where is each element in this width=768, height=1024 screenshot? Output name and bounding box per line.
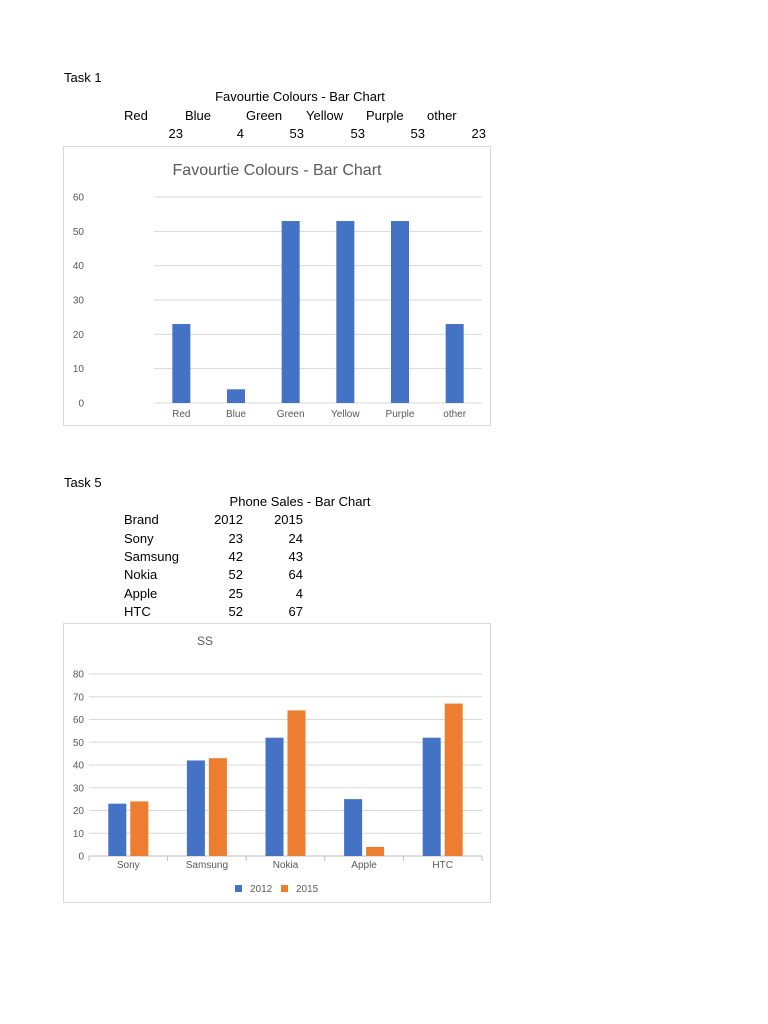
chart2-y-tick-label: 30 <box>73 783 85 794</box>
chart1-y-tick-label: 0 <box>78 399 84 410</box>
task1-header-cell: other <box>427 108 457 123</box>
chart2-bar-2012 <box>422 737 441 856</box>
chart2-bar-2015 <box>208 758 227 856</box>
chart2-bar-2015 <box>444 703 463 856</box>
chart2-y-tick-label: 60 <box>73 715 85 726</box>
task1-header-cell: Green <box>246 108 283 123</box>
task5-value-cell: 4 <box>295 586 303 601</box>
chart2-x-tick-label: Sony <box>117 860 140 871</box>
chart1-y-tick-label: 60 <box>73 193 85 204</box>
task1-header-cell: Blue <box>185 108 212 123</box>
chart2-bar-2012 <box>108 803 127 856</box>
chart2-legend-label: 2012 <box>250 884 273 895</box>
task5-brand-cell: Nokia <box>124 567 158 582</box>
task5-header-2012: 2012 <box>214 512 243 527</box>
chart1-x-tick-label: other <box>443 409 466 420</box>
task5-value-cell: 52 <box>228 604 243 619</box>
chart2-legend-label: 2015 <box>296 884 319 895</box>
task1-header-cell: Red <box>124 108 148 123</box>
chart2-x-tick-label: HTC <box>432 860 453 871</box>
chart1-svg: Favourtie Colours - Bar Chart 0 10 20 30 40 50… <box>73 162 482 420</box>
chart2-y-tick-label: 0 <box>78 852 84 863</box>
chart2-x-tick-label: Samsung <box>186 860 228 871</box>
task5-value-cell: 52 <box>228 567 243 582</box>
chart1-x-tick-label: Red <box>172 409 190 420</box>
chart2-y-tick-label: 50 <box>73 738 85 749</box>
task1-value-cell: 53 <box>350 126 365 141</box>
task5-label: Task 5 <box>64 475 102 490</box>
task5-brand-cell: HTC <box>124 604 151 619</box>
chart2-y-tick-label: 10 <box>73 829 85 840</box>
chart2-legend-swatch <box>281 885 288 892</box>
task5-brand-cell: Samsung <box>124 549 179 564</box>
chart2-bar-2015 <box>366 846 385 856</box>
chart2-title: SS <box>197 634 213 648</box>
task5-value-cell: 24 <box>288 531 303 546</box>
chart1-title: Favourtie Colours - Bar Chart <box>173 162 383 179</box>
chart2-x-tick-label: Nokia <box>273 860 299 871</box>
task5-value-cell: 64 <box>288 567 303 582</box>
chart2-x-tick-label: Apple <box>351 860 377 871</box>
task5-value-cell: 25 <box>228 586 243 601</box>
task1-value-cell: 23 <box>168 126 183 141</box>
task1-header-cell: Purple <box>366 108 404 123</box>
task5-value-cell: 67 <box>288 604 303 619</box>
chart1-bar <box>445 324 464 403</box>
chart1-y-tick-label: 50 <box>73 227 85 238</box>
chart1-x-tick-label: Green <box>277 409 305 420</box>
chart1-bar <box>391 221 409 403</box>
chart2-bar-2012 <box>265 737 284 856</box>
chart1-bar <box>172 324 191 403</box>
chart1-y-tick-label: 20 <box>73 330 85 341</box>
chart2-y-tick-label: 70 <box>73 692 85 703</box>
task5-table-title: Phone Sales - Bar Chart <box>229 494 371 509</box>
chart2-y-tick-label: 80 <box>73 670 85 681</box>
chart1-x-tick-label: Purple <box>386 409 415 420</box>
task5-value-cell: 23 <box>228 531 243 546</box>
task1-label: Task 1 <box>64 70 102 85</box>
chart1-y-tick-label: 10 <box>73 364 85 375</box>
task5-header-2015: 2015 <box>274 512 303 527</box>
chart2-bar-2015 <box>287 710 306 856</box>
chart1-y-tick-label: 40 <box>73 261 85 272</box>
chart1-x-tick-label: Blue <box>226 409 246 420</box>
task1-value-cell: 53 <box>289 126 304 141</box>
task5-brand-cell: Apple <box>124 586 158 601</box>
task1-table-title: Favourtie Colours - Bar Chart <box>215 89 385 104</box>
chart2-frame: SS 0 10 20 30 40 50 60 70 80 Sony Samsung Nokia Apple… <box>63 623 491 903</box>
chart1-y-tick-label: 30 <box>73 296 85 307</box>
task1-header-cell: Yellow <box>306 108 344 123</box>
chart1-bar <box>281 221 300 403</box>
chart1-bar <box>227 389 245 403</box>
chart2-bar-2012 <box>186 760 205 856</box>
chart2-bar-2015 <box>130 801 149 856</box>
task5-brand-cell: Sony <box>124 531 154 546</box>
task5-value-cell: 43 <box>288 549 303 564</box>
task5-value-cell: 42 <box>228 549 243 564</box>
task1-value-cell: 23 <box>471 126 486 141</box>
chart2-y-tick-label: 20 <box>73 806 85 817</box>
task1-value-cell: 53 <box>410 126 425 141</box>
chart2-y-tick-label: 40 <box>73 761 85 772</box>
task5-header-brand: Brand <box>124 512 159 527</box>
chart1-frame: Favourtie Colours - Bar Chart 0 10 20 30 40 50… <box>63 146 491 426</box>
chart2-svg: SS 0 10 20 30 40 50 60 70 80 Sony Samsung Nokia Apple… <box>73 634 483 895</box>
chart1-x-tick-label: Yellow <box>331 409 360 420</box>
chart2-legend-swatch <box>235 885 242 892</box>
task1-value-cell: 4 <box>236 126 244 141</box>
chart1-bar <box>336 221 355 403</box>
chart2-bar-2012 <box>344 799 363 856</box>
